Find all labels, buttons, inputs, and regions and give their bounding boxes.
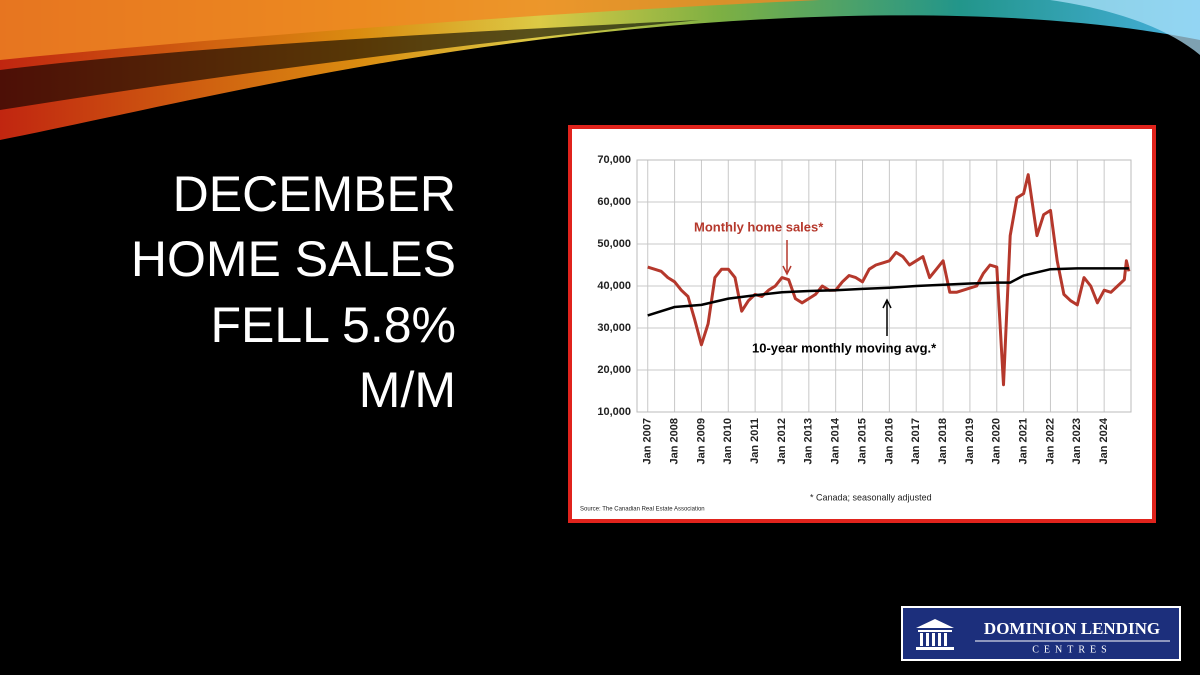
x-tick-label: Jan 2013 (803, 418, 815, 464)
x-tick-label: Jan 2019 (964, 418, 976, 464)
x-tick-label: Jan 2009 (695, 418, 707, 464)
x-tick-label: Jan 2021 (1018, 418, 1030, 464)
y-tick-label: 20,000 (597, 364, 631, 376)
logo-icon (916, 619, 954, 650)
x-tick-label: Jan 2010 (722, 418, 734, 464)
logo-text: DOMINION LENDING (984, 619, 1160, 638)
decor-swoosh (0, 0, 820, 60)
x-tick-label: Jan 2016 (883, 418, 895, 464)
x-tick-label: Jan 2017 (910, 418, 922, 464)
plot-border (636, 159, 1132, 413)
x-tick-label: Jan 2014 (830, 417, 842, 464)
annotation: 10-year monthly moving avg.* (752, 340, 937, 355)
y-tick-label: 70,000 (597, 154, 631, 166)
logo-box (901, 606, 1181, 661)
x-tick-label: Jan 2012 (776, 418, 788, 464)
decor-swoosh (0, 0, 1200, 140)
data-line (647, 267, 1129, 317)
x-tick-label: Jan 2008 (668, 418, 680, 464)
data-line (647, 173, 1131, 387)
x-tick-label: Jan 2022 (1044, 418, 1056, 464)
slide-title: FELL 5.8% (210, 297, 456, 353)
annotation-arrow (882, 298, 892, 309)
slide-title: HOME SALES (131, 231, 456, 287)
x-tick-label: Jan 2024 (1098, 417, 1110, 464)
annotation-arrow (782, 265, 792, 276)
x-tick-label: Jan 2018 (937, 418, 949, 464)
slide-title: DECEMBER (173, 166, 456, 222)
y-tick-label: 50,000 (597, 238, 631, 250)
y-tick-label: 40,000 (597, 280, 631, 292)
y-tick-label: 30,000 (597, 322, 631, 334)
x-tick-label: Jan 2023 (1071, 418, 1083, 464)
y-tick-label: 60,000 (597, 196, 631, 208)
annotation: Monthly home sales* (694, 219, 824, 234)
x-tick-label: Jan 2020 (991, 418, 1003, 464)
x-tick-label: Jan 2015 (856, 418, 868, 464)
plot-area: 10,000 20,000 30,000 40,000 50,000 60,000 70,0… (597, 154, 1132, 464)
decor-swoosh (1050, 0, 1200, 55)
footnote: * Canada; seasonally adjusted (810, 492, 932, 502)
chart-frame (568, 125, 1156, 523)
source: Source: The Canadian Real Estate Associa… (580, 507, 705, 513)
logo-text: CENTRES (1032, 644, 1111, 655)
x-tick-label: Jan 2007 (642, 418, 654, 464)
decor-swoosh (0, 20, 700, 110)
x-tick-label: Jan 2011 (749, 418, 761, 464)
y-tick-label: 10,000 (597, 406, 631, 418)
slide-title: M/M (359, 362, 456, 418)
